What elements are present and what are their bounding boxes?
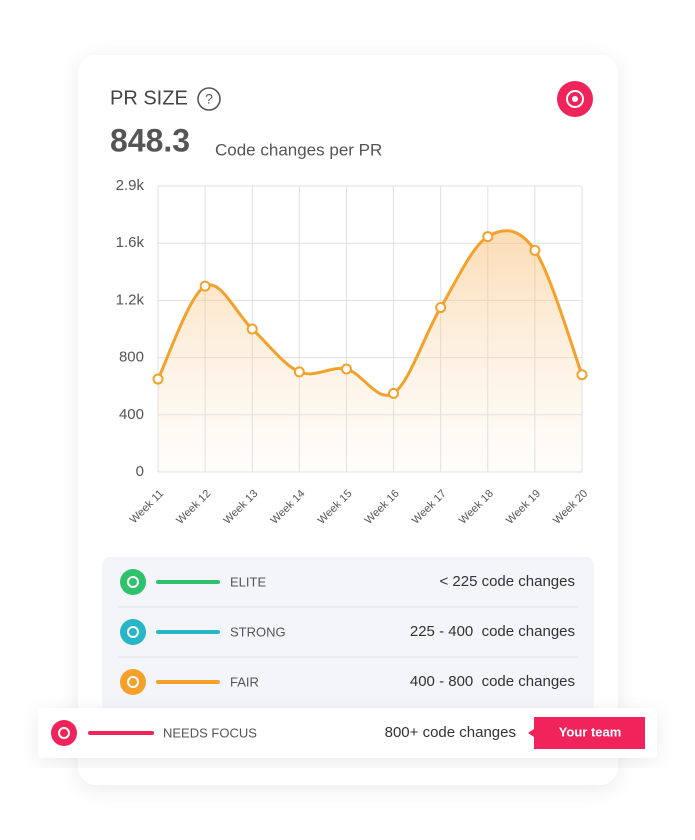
badge-label: Your team [559,724,622,739]
level-range: < 225 code changes [439,573,575,590]
level-icon-glyph [127,676,139,688]
level-label: NEEDS FOCUS [163,725,257,740]
level-label: FAIR [230,674,259,689]
level-range: 800+ code changes [385,724,516,741]
target-icon [566,90,584,108]
point [293,366,305,378]
y-tick-label: 2.9k [116,177,145,194]
point [435,302,447,314]
title: PR SIZE [110,87,188,109]
level-range: 400 - 800 code changes [410,673,575,690]
level-icon-glyph [127,626,139,638]
point [529,244,541,256]
levels-panel [102,557,594,717]
badge [528,717,645,749]
point [340,363,352,375]
level-icon [120,569,146,595]
level-icon [120,619,146,645]
point [388,387,400,399]
y-tick-label: 400 [119,406,144,423]
level-icon [51,720,77,746]
metric-unit: Code changes per PR [215,140,382,159]
level-label: STRONG [230,624,286,639]
point [482,231,494,243]
y-tick-label: 0 [136,463,144,480]
y-tick-label: 1.2k [116,291,145,308]
level-icon-glyph [127,576,139,588]
metric-value: 848.3 [110,122,190,158]
help-glyph: ? [205,91,213,107]
point [152,373,164,385]
level-icon [120,669,146,695]
help-icon[interactable] [197,87,221,111]
level-icon-glyph [58,727,70,739]
y-tick-label: 1.6k [116,234,145,251]
level-row-highlight [38,708,657,758]
level-label: ELITE [230,574,266,589]
line-area [158,230,582,472]
line [156,229,584,397]
target-icon-dot [572,96,578,102]
point [576,369,588,381]
point [199,280,211,292]
point [246,323,258,335]
level-range: 225 - 400 code changes [410,623,575,640]
y-tick-label: 800 [119,349,144,366]
levels: ELITE < 225 code changes STRONG 225 - 400 c… [38,569,657,758]
